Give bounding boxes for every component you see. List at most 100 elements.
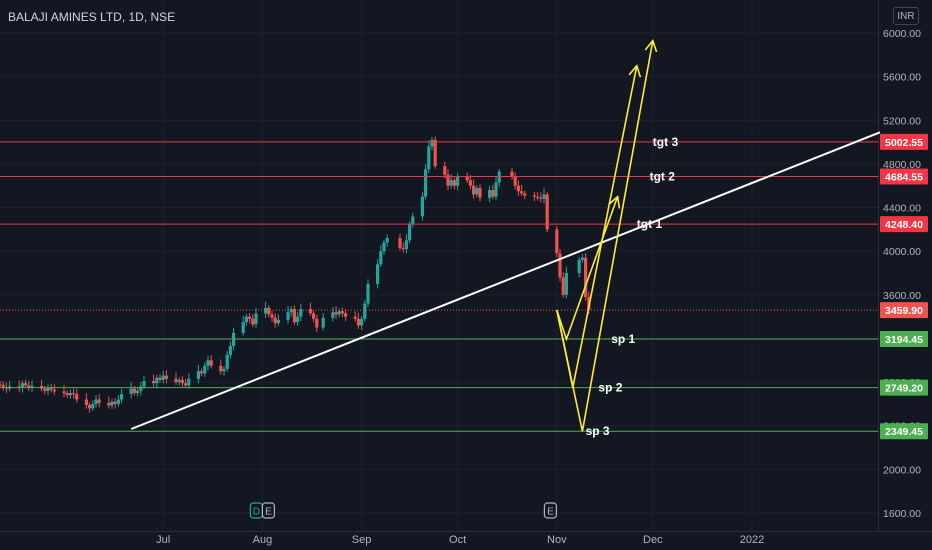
candle-body — [411, 216, 415, 224]
x-tick-label: Nov — [547, 534, 567, 546]
target-price-badge: 5002.55 — [885, 137, 923, 149]
candle-body — [545, 194, 549, 230]
candle-body — [94, 399, 98, 404]
candle-body — [532, 195, 536, 197]
candle-body — [363, 303, 367, 319]
candle-body — [408, 223, 412, 241]
candle-body — [427, 146, 431, 170]
y-tick-label: 4800.00 — [883, 159, 921, 171]
projection-arrowhead — [608, 195, 621, 209]
chart-title: BALAJI AMINES LTD, 1D, NSE — [8, 10, 176, 24]
candle-body — [555, 229, 559, 254]
last-price-badge-bg — [880, 302, 928, 319]
candle-body — [536, 196, 540, 198]
candle-body — [30, 385, 34, 388]
candle-body — [139, 386, 143, 391]
candles — [0, 136, 591, 413]
candle-body — [308, 309, 312, 314]
candle-body — [88, 405, 92, 409]
candle-body — [286, 312, 290, 320]
candle-body — [478, 187, 482, 198]
candle-body — [289, 309, 293, 313]
candle-body — [107, 402, 111, 406]
projection-arrowhead — [628, 64, 642, 78]
candle-body — [136, 390, 140, 393]
candle-body — [472, 185, 476, 195]
candle-body — [539, 197, 543, 199]
level-text-label: tgt 2 — [650, 170, 676, 184]
candle-body — [331, 312, 335, 318]
support-price-badge: 2749.20 — [885, 383, 923, 395]
candle-body — [248, 316, 252, 319]
candle-body — [491, 190, 495, 197]
level-text-label: tgt 3 — [653, 135, 679, 149]
candle-body — [430, 139, 434, 147]
candle-body — [299, 309, 303, 317]
candle-body — [241, 322, 245, 333]
candle-body — [516, 185, 520, 192]
candle-body — [296, 316, 300, 323]
candle-body — [110, 401, 114, 406]
candle-body — [62, 391, 66, 393]
event-marker-label: E — [547, 507, 554, 518]
candle-body — [72, 393, 76, 395]
projection-path — [556, 40, 654, 432]
price-axis — [878, 0, 932, 550]
candle-body — [488, 190, 492, 198]
y-tick-label: 2000.00 — [883, 464, 921, 476]
candle-body — [401, 247, 405, 249]
candle-body — [449, 180, 453, 186]
candle-body — [424, 169, 428, 197]
candle-body — [91, 403, 95, 409]
candle-body — [152, 381, 156, 384]
candle-body — [228, 346, 232, 355]
candle-body — [360, 318, 364, 326]
candle-body — [475, 187, 479, 195]
candle-body — [97, 399, 101, 403]
earnings-marker — [261, 502, 275, 519]
candle-body — [382, 242, 386, 252]
candle-body — [542, 194, 546, 199]
candle-body — [244, 316, 248, 323]
candle-body — [337, 311, 341, 315]
candle-body — [184, 383, 188, 386]
candle-body — [65, 393, 69, 396]
candle-body — [116, 399, 120, 404]
candle-body — [177, 379, 181, 383]
candle-body — [254, 313, 258, 325]
candle-body — [577, 259, 581, 273]
x-tick-label: Jul — [156, 534, 170, 546]
target-price-badge-bg — [880, 133, 928, 150]
candle-body — [353, 316, 357, 319]
candle-body — [129, 388, 133, 395]
candle-body — [43, 388, 47, 391]
candle-body — [564, 273, 568, 295]
candle-body — [187, 378, 191, 386]
candle-body — [465, 177, 469, 181]
currency-badge[interactable]: INR — [893, 7, 919, 25]
level-text-label: tgt 1 — [637, 217, 663, 231]
candle-body — [356, 318, 360, 326]
candle-body — [344, 313, 348, 317]
y-tick-label: 4000.00 — [883, 246, 921, 258]
candle-body — [155, 377, 159, 384]
candle-body — [376, 264, 380, 284]
last-price-badge: 3459.90 — [885, 305, 923, 317]
candle-body — [219, 365, 223, 372]
candle-body — [222, 369, 226, 372]
earnings-marker — [543, 502, 558, 519]
trendline — [130, 131, 881, 430]
candle-body — [27, 385, 31, 388]
support-price-badge: 2349.45 — [885, 426, 923, 438]
support-price-badge-bg — [880, 379, 928, 396]
candle-body — [398, 238, 402, 248]
target-price-badge: 4684.55 — [885, 172, 923, 184]
candle-body — [312, 313, 316, 319]
support-price-badge-bg — [880, 331, 928, 348]
candle-body — [366, 283, 370, 304]
interval-label[interactable]: 1D — [128, 10, 144, 24]
candle-body — [340, 311, 344, 314]
candle-body — [520, 191, 524, 194]
candle-body — [513, 177, 517, 186]
